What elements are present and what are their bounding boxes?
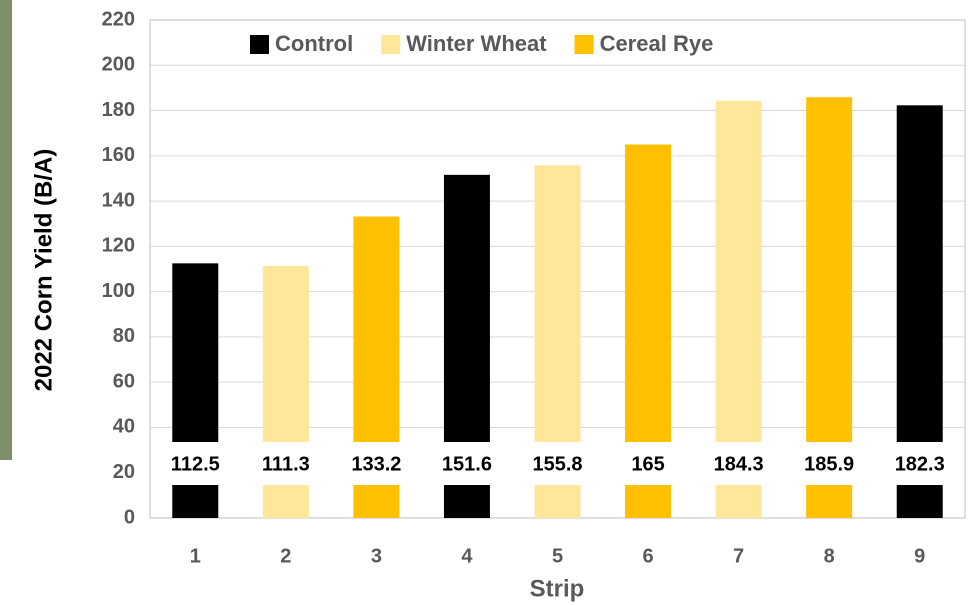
legend-label: Cereal Rye: [600, 31, 714, 56]
y-tick-label: 160: [102, 144, 135, 166]
y-tick-label: 100: [102, 280, 135, 302]
data-label: 151.6: [442, 453, 492, 475]
y-tick-label: 120: [102, 235, 135, 257]
x-tick-label: 3: [371, 545, 382, 567]
y-tick-label: 80: [113, 325, 135, 347]
y-tick-label: 200: [102, 54, 135, 76]
label-band: [151, 442, 964, 485]
x-tick-label: 2: [280, 545, 291, 567]
y-tick-label: 60: [113, 370, 135, 392]
x-tick-label: 8: [824, 545, 835, 567]
x-tick-label: 5: [552, 545, 563, 567]
y-axis-label: 2022 Corn Yield (B/A): [30, 149, 57, 392]
data-label: 165: [631, 453, 664, 475]
x-axis-label: Strip: [530, 575, 585, 602]
data-label: 182.3: [895, 453, 945, 475]
data-label: 112.5: [171, 453, 220, 475]
background-photo-edge: [0, 0, 12, 460]
legend-swatch: [574, 35, 594, 54]
x-tick-label: 7: [733, 545, 744, 567]
data-label: 155.8: [532, 453, 582, 475]
y-tick-label: 0: [124, 506, 135, 528]
x-tick-label: 9: [914, 545, 925, 567]
y-tick-label: 140: [102, 189, 135, 211]
data-label: 133.2: [351, 453, 401, 475]
y-tick-label: 40: [113, 416, 135, 438]
data-label: 184.3: [714, 453, 764, 475]
y-tick-label: 20: [113, 461, 135, 483]
x-tick-label: 6: [642, 545, 653, 567]
legend-swatch: [250, 35, 269, 54]
legend-label: Control: [275, 31, 353, 56]
y-tick-label: 180: [102, 99, 135, 121]
y-tick-label: 220: [102, 8, 135, 30]
data-label: 111.3: [262, 453, 310, 475]
legend-label: Winter Wheat: [406, 31, 547, 56]
legend-swatch: [381, 35, 401, 54]
x-tick-label: 4: [461, 545, 473, 567]
data-label: 185.9: [804, 453, 854, 475]
x-tick-label: 1: [190, 545, 201, 567]
